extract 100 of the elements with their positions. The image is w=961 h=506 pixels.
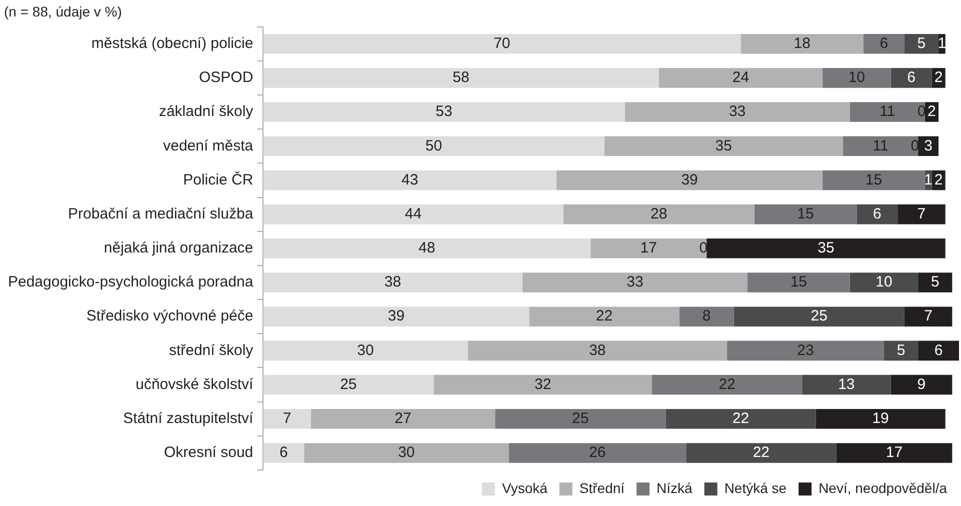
bar — [590, 238, 707, 258]
bar — [263, 374, 434, 395]
data-label: 15 — [865, 171, 882, 188]
bar — [822, 68, 891, 88]
data-label: 6 — [880, 34, 888, 52]
bar — [563, 204, 754, 224]
y-tick-label: vedení města — [163, 137, 254, 154]
bar — [666, 408, 816, 429]
bar — [918, 136, 939, 156]
bar — [836, 443, 952, 463]
data-label: 17 — [640, 240, 657, 257]
data-label: 26 — [589, 444, 606, 462]
text: (n = 88, údaje v %) — [4, 3, 122, 20]
data-label: 10 — [876, 274, 892, 291]
legend-label: Neví, neodpověděl/a — [818, 480, 948, 496]
data-label: 3 — [924, 137, 932, 154]
bar — [727, 340, 884, 361]
data-label: 35 — [715, 137, 732, 154]
bar — [434, 374, 652, 395]
data-label: 5 — [896, 342, 906, 359]
data-label: 0 — [910, 137, 920, 154]
data-label: 0 — [918, 103, 926, 120]
data-label: 2 — [934, 69, 943, 86]
y-tick-label: Státní zastupitelství — [123, 410, 254, 427]
bar — [918, 272, 952, 292]
data-label: 7 — [924, 308, 932, 325]
bar — [263, 340, 468, 361]
data-label: 23 — [797, 342, 814, 359]
bar — [263, 443, 304, 463]
bar — [679, 306, 734, 326]
y-tick-label: Středisko výchovné péče — [86, 308, 254, 325]
bar — [918, 340, 959, 361]
bar — [740, 34, 864, 54]
data-label: 13 — [838, 376, 855, 393]
data-label: 38 — [589, 342, 606, 359]
bar — [816, 408, 946, 429]
data-label: 33 — [728, 103, 746, 120]
bar — [890, 68, 932, 88]
data-label: 6 — [279, 444, 288, 462]
data-label: 58 — [452, 69, 470, 86]
data-label: 22 — [718, 376, 736, 393]
data-label: 25 — [572, 410, 589, 427]
bar — [556, 170, 823, 190]
data-label: 6 — [934, 342, 943, 359]
data-label: 7 — [917, 205, 926, 222]
data-label: 5 — [917, 34, 926, 52]
data-label: 70 — [494, 34, 510, 52]
data-label: 53 — [436, 103, 452, 120]
bar — [904, 34, 939, 54]
bar — [856, 204, 898, 224]
bar — [468, 340, 728, 361]
y-tick-label: učňovské školství — [136, 376, 254, 393]
legend-label: Vysoká — [502, 480, 548, 496]
bar — [754, 204, 857, 224]
data-label: 22 — [596, 308, 613, 325]
data-label: 25 — [810, 308, 828, 325]
y-tick-label: základní školy — [158, 103, 254, 120]
bar — [529, 306, 680, 326]
bar — [263, 136, 604, 156]
data-label: 8 — [702, 308, 711, 325]
data-label: 44 — [404, 205, 422, 222]
data-label: 28 — [650, 205, 668, 222]
data-label: 24 — [732, 69, 750, 86]
bar — [263, 68, 659, 88]
bar — [822, 170, 925, 190]
bar — [898, 204, 946, 224]
bar — [263, 408, 311, 429]
data-label: 2 — [928, 103, 936, 120]
bar — [263, 204, 564, 224]
data-label: 30 — [357, 342, 374, 359]
data-label: 38 — [384, 274, 402, 291]
data-label: 2 — [934, 171, 943, 188]
data-label: 35 — [818, 240, 834, 257]
y-tick-label: Okresní soud — [164, 444, 254, 462]
data-label: 22 — [752, 444, 770, 462]
y-tick-label: Policie ČR — [183, 170, 254, 188]
bar — [263, 170, 557, 190]
data-label: 5 — [930, 274, 940, 291]
data-label: 10 — [848, 69, 866, 86]
bar — [263, 102, 625, 122]
bar — [304, 443, 509, 463]
data-label: 9 — [917, 376, 926, 393]
y-tick-label: Probační a mediační služba — [68, 205, 254, 222]
bar — [522, 272, 748, 292]
data-label: 33 — [626, 274, 644, 291]
data-label: 7 — [282, 410, 292, 427]
bar — [508, 443, 686, 463]
data-label: 27 — [394, 410, 412, 427]
data-label: 48 — [418, 240, 436, 257]
bar — [706, 238, 946, 258]
data-label: 39 — [681, 171, 698, 188]
data-label: 6 — [907, 69, 916, 86]
data-label: 22 — [732, 410, 750, 427]
y-tick-label: nějaká jiná organizace — [104, 240, 254, 257]
data-label: 11 — [880, 103, 896, 120]
data-label: 18 — [794, 34, 810, 52]
data-label: 30 — [398, 444, 415, 462]
data-label: 25 — [340, 376, 357, 393]
bar — [850, 272, 918, 292]
data-label: 19 — [872, 410, 889, 427]
